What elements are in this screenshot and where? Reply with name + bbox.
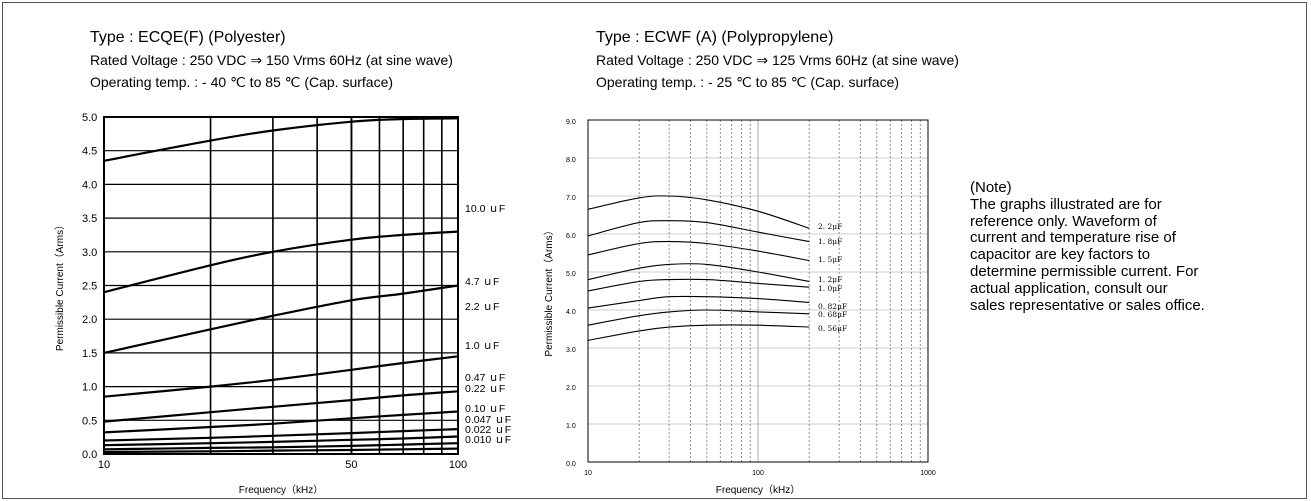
note-title: (Note) bbox=[970, 179, 1012, 196]
y-tick-label: 4.0 bbox=[566, 309, 576, 316]
series-line bbox=[587, 295, 810, 309]
series-line bbox=[103, 355, 459, 398]
note-box: (Note) The graphs illustrated are for ref… bbox=[970, 179, 1300, 314]
left-chart-operating-temp: Operating temp. : - 40 ℃ to 85 ℃ (Cap. s… bbox=[90, 74, 394, 90]
x-tick-label: 100 bbox=[449, 459, 467, 471]
series-line bbox=[587, 278, 810, 292]
y-tick-label: 0.0 bbox=[566, 461, 576, 468]
left-chart-type: Type : ECQE(F) (Polyester) bbox=[90, 29, 286, 46]
series-label: 1. 0μF bbox=[818, 284, 842, 293]
y-tick-label: 2.5 bbox=[82, 281, 97, 293]
series-line bbox=[587, 309, 810, 326]
series-label: 0.22 ｕF bbox=[465, 383, 505, 395]
series-line bbox=[587, 241, 810, 262]
series-label: 1. 8μF bbox=[818, 237, 842, 246]
series-line bbox=[103, 117, 459, 162]
series-line bbox=[103, 447, 459, 454]
y-tick-label: 3.0 bbox=[566, 347, 576, 354]
series-line bbox=[103, 428, 459, 442]
right-chart: 0.0 1.0 2.0 3.0 4.0 5.0 6.0 7.0 8.0 9.0 10 100 1000 2… bbox=[543, 119, 936, 496]
x-axis-label: Frequency（kHz） bbox=[239, 484, 323, 496]
note-body: The graphs illustrated are for reference… bbox=[970, 195, 1205, 314]
y-tick-label: 2.0 bbox=[566, 385, 576, 392]
series-line bbox=[587, 324, 810, 341]
y-tick-label: 3.0 bbox=[82, 247, 97, 259]
series-label: 0.047 ｕF bbox=[465, 414, 511, 426]
x-axis-label: Frequency（kHz） bbox=[716, 484, 800, 496]
left-chart: 0.0 0.5 1.0 1.5 2.0 2.5 3.0 3.5 4.0 4.5 5.0 10 50 100… bbox=[54, 112, 511, 496]
y-tick-label: 4.5 bbox=[82, 146, 97, 158]
y-tick-label: 0.0 bbox=[82, 449, 97, 461]
right-chart-type: Type : ECWF (A) (Polypropylene) bbox=[596, 29, 834, 46]
y-tick-label: 2.0 bbox=[82, 314, 97, 326]
series-line bbox=[103, 435, 459, 447]
x-tick-label: 1000 bbox=[920, 470, 936, 477]
series-label: 0. 82μF bbox=[818, 302, 847, 311]
series-label: 2. 2μF bbox=[818, 222, 842, 231]
series-line bbox=[103, 284, 459, 354]
y-tick-label: 3.5 bbox=[82, 213, 97, 225]
series-line bbox=[103, 410, 459, 434]
y-tick-label: 4.0 bbox=[82, 179, 97, 191]
y-axis-label: Permissible Current（Arms） bbox=[543, 225, 555, 356]
right-chart-header: Type : ECWF (A) (Polypropylene) Rated Vo… bbox=[596, 28, 959, 95]
y-tick-label: 0.5 bbox=[82, 415, 97, 427]
series-label: 4.7 ｕF bbox=[465, 276, 499, 288]
series-label: 0. 56μF bbox=[818, 324, 847, 333]
series-line bbox=[103, 442, 459, 451]
left-chart-header: Type : ECQE(F) (Polyester) Rated Voltage… bbox=[90, 28, 453, 95]
series-label: 0.010 ｕF bbox=[465, 434, 511, 446]
series-label: 1. 2μF bbox=[818, 275, 842, 284]
series-label: 1. 5μF bbox=[818, 255, 842, 264]
series-label: 0.10 ｕF bbox=[465, 403, 505, 415]
y-tick-label: 8.0 bbox=[566, 157, 576, 164]
right-chart-operating-temp: Operating temp. : - 25 ℃ to 85 ℃ (Cap. s… bbox=[596, 74, 900, 90]
y-axis-label: Permissible Current（Arms） bbox=[54, 220, 66, 351]
series-label: 10.0 ｕF bbox=[465, 203, 505, 215]
y-tick-label: 1.0 bbox=[566, 423, 576, 430]
y-tick-label: 1.0 bbox=[82, 382, 97, 394]
y-tick-label: 5.0 bbox=[82, 112, 97, 124]
series-line bbox=[103, 390, 459, 423]
y-tick-label: 7.0 bbox=[566, 195, 576, 202]
y-tick-label: 1.5 bbox=[82, 348, 97, 360]
series-label: 2.2 ｕF bbox=[465, 301, 499, 313]
series-label: 0.47 ｕF bbox=[465, 372, 505, 384]
series-label: 1.0 ｕF bbox=[465, 340, 499, 352]
y-tick-label: 6.0 bbox=[566, 233, 576, 240]
series-line bbox=[103, 230, 459, 294]
x-tick-label: 10 bbox=[584, 470, 592, 477]
y-tick-label: 5.0 bbox=[566, 271, 576, 278]
series-label: 0.022 ｕF bbox=[465, 424, 511, 436]
series-label: 0. 68μF bbox=[818, 310, 847, 319]
series-line bbox=[587, 195, 810, 229]
series-line bbox=[587, 220, 810, 243]
series-line bbox=[587, 263, 810, 283]
y-tick-label: 9.0 bbox=[566, 119, 576, 126]
left-chart-rated-voltage: Rated Voltage : 250 VDC ⇒ 150 Vrms 60Hz … bbox=[90, 52, 453, 68]
x-tick-label: 10 bbox=[98, 459, 110, 471]
x-tick-label: 50 bbox=[345, 459, 357, 471]
right-chart-rated-voltage: Rated Voltage : 250 VDC ⇒ 125 Vrms 60Hz … bbox=[596, 52, 959, 68]
x-tick-label: 100 bbox=[752, 470, 764, 477]
